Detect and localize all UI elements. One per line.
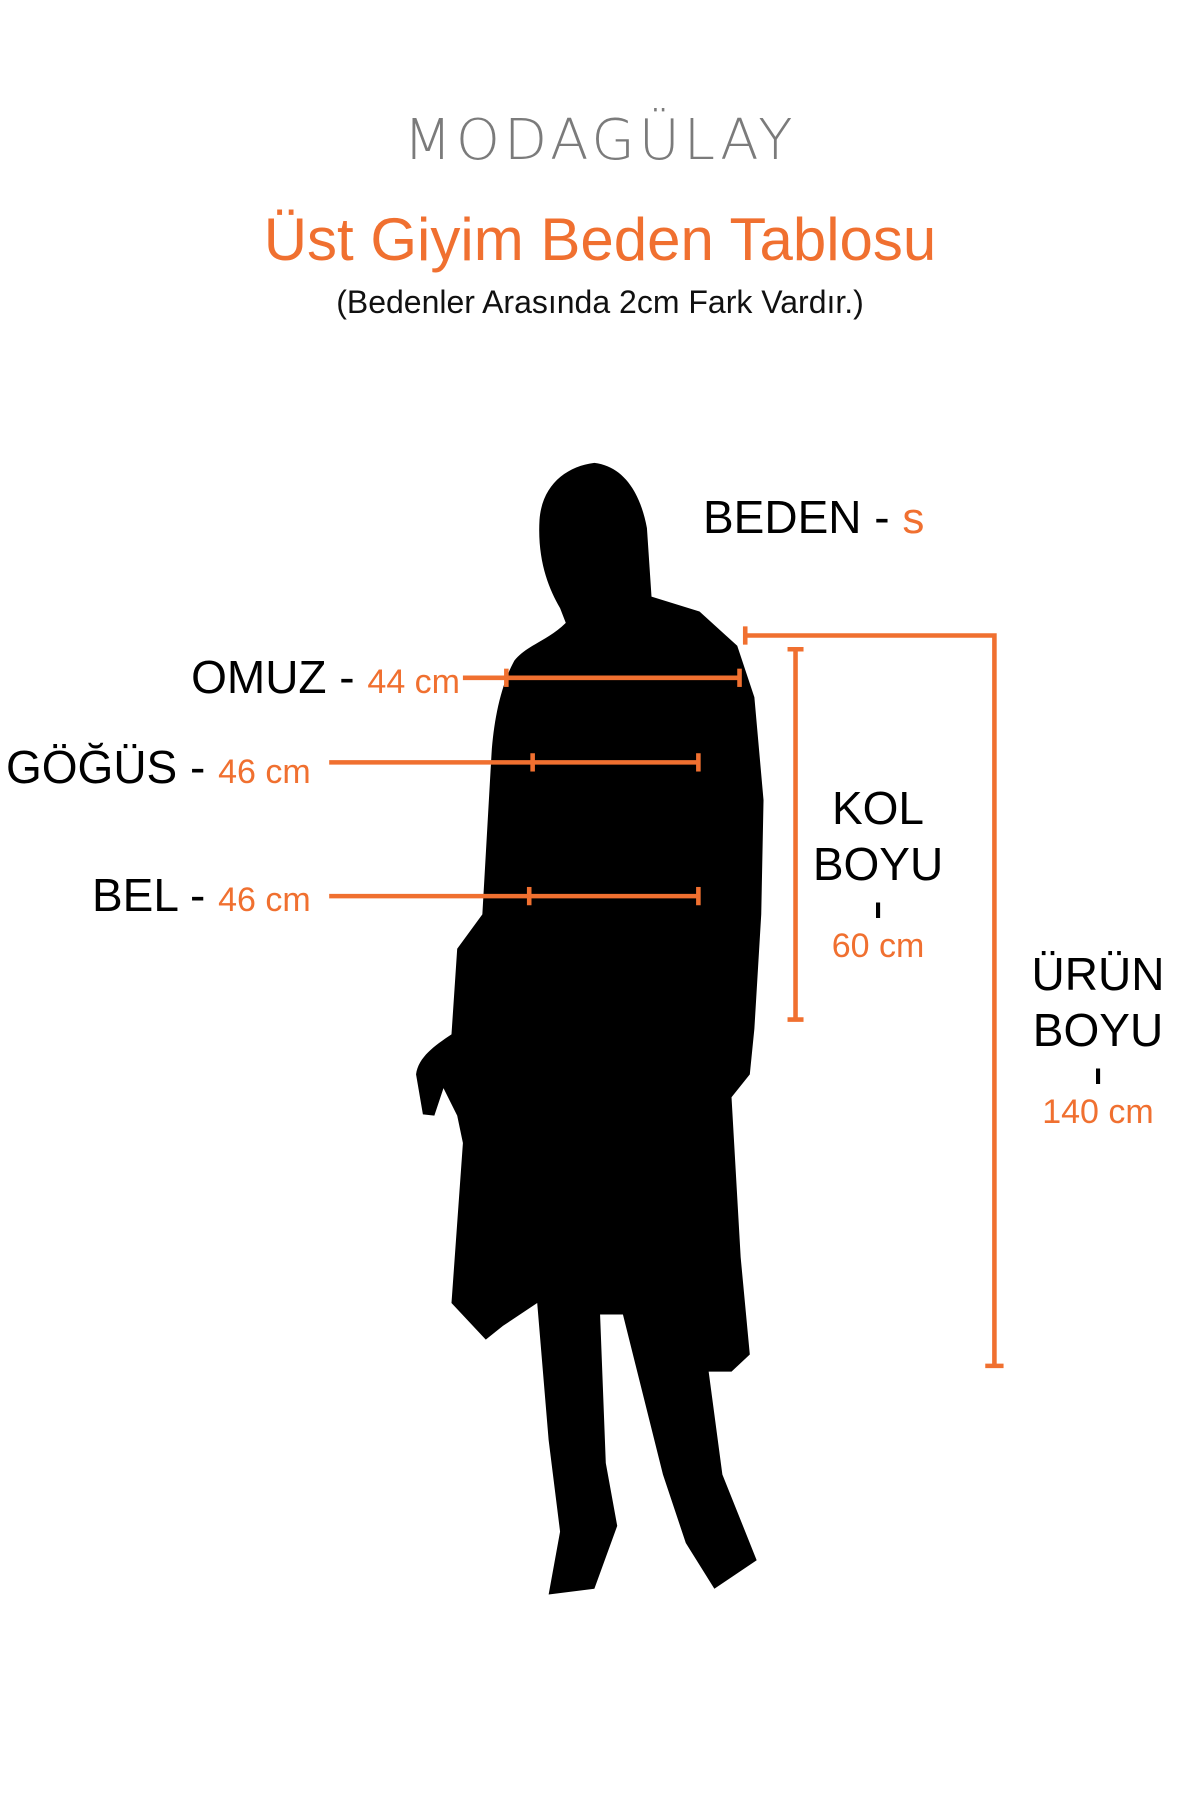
shoulder-label-text: OMUZ - bbox=[191, 651, 355, 703]
sleeve-label: KOL BOYU ı 60 cm bbox=[813, 780, 943, 966]
chest-value: 46 cm bbox=[218, 753, 311, 791]
size-label-text: BEDEN - bbox=[703, 491, 890, 543]
waist-value: 46 cm bbox=[218, 881, 311, 919]
figure-silhouette bbox=[416, 462, 764, 1595]
length-label: ÜRÜN BOYU ı 140 cm bbox=[1032, 946, 1165, 1132]
chest-label-text: GÖĞÜS - bbox=[6, 741, 206, 793]
length-label-line2: BOYU bbox=[1032, 1004, 1164, 1056]
shoulder-label: OMUZ - 44 cm bbox=[191, 650, 460, 704]
length-separator: ı bbox=[1093, 1058, 1103, 1091]
sleeve-label-line2: BOYU bbox=[812, 838, 944, 890]
chest-label: GÖĞÜS - 46 cm bbox=[6, 740, 311, 794]
size-value: s bbox=[902, 494, 925, 543]
page-title: Üst Giyim Beden Tablosu bbox=[263, 206, 937, 273]
length-label-line1: ÜRÜN bbox=[1031, 948, 1165, 1000]
sleeve-value: 60 cm bbox=[831, 927, 925, 965]
length-line bbox=[745, 633, 997, 1366]
waist-label-text: BEL - bbox=[92, 869, 206, 921]
sleeve-label-line1: KOL bbox=[831, 782, 925, 834]
sleeve-separator: ı bbox=[873, 892, 883, 925]
brand-logo: MODAGÜLAY bbox=[403, 108, 797, 173]
size-label: BEDEN - s bbox=[703, 490, 924, 544]
shoulder-value: 44 cm bbox=[367, 663, 460, 701]
page-subtitle: (Bedenler Arasında 2cm Fark Vardır.) bbox=[336, 284, 864, 320]
waist-label: BEL - 46 cm bbox=[92, 868, 311, 922]
length-value: 140 cm bbox=[1042, 1093, 1154, 1131]
